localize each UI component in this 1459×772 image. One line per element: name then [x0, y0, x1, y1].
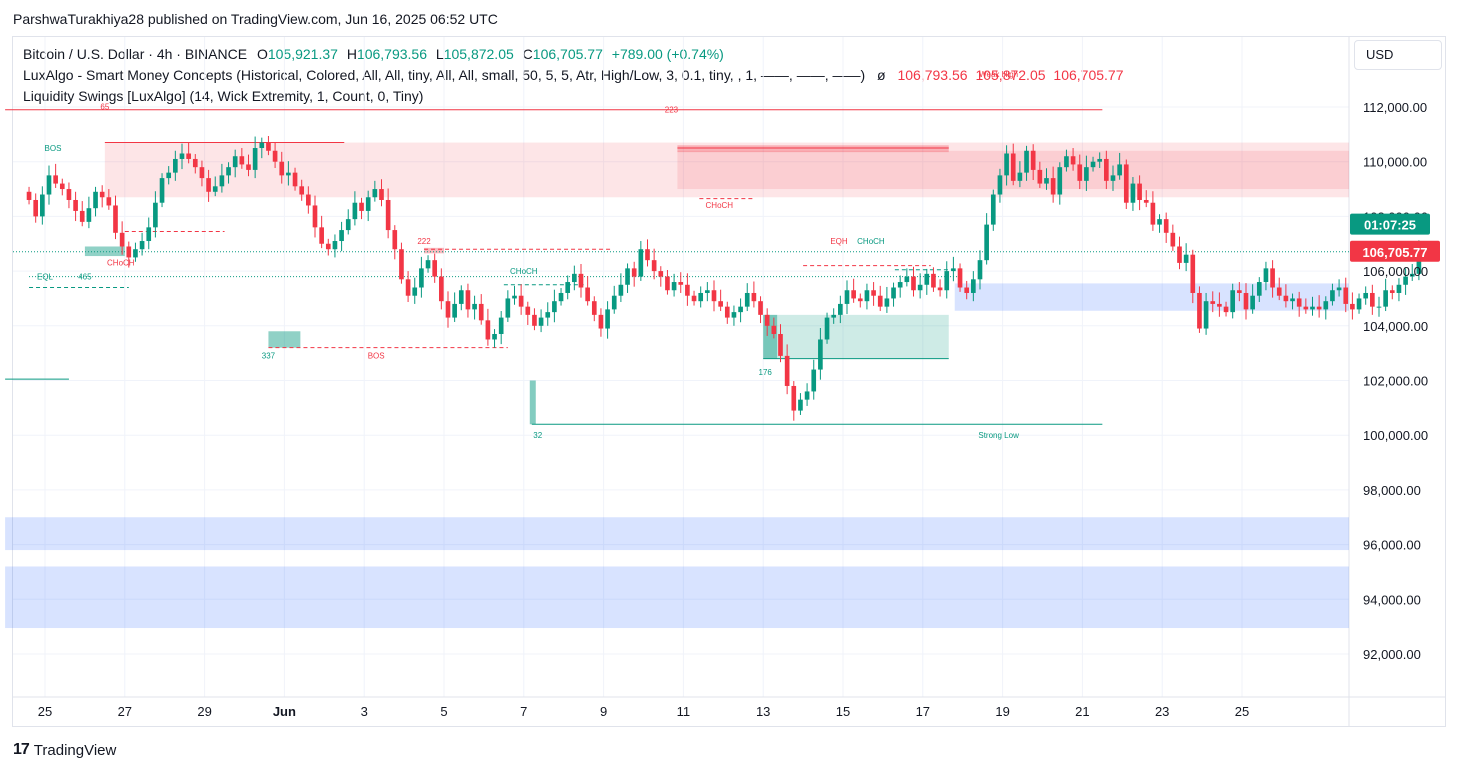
tradingview-footer[interactable]: 17 TradingView — [13, 741, 116, 759]
change-value: +789.00 (+0.74%) — [611, 46, 724, 62]
indicator-smc-value: 106,705.77 — [1053, 67, 1124, 83]
indicator-smc-value: 105,872.05 — [975, 67, 1046, 83]
indicator-smc-title[interactable]: LuxAlgo - Smart Money Concepts (Historic… — [23, 67, 866, 83]
close-value: 106,705.77 — [532, 46, 603, 62]
open-value: 105,921.37 — [267, 46, 338, 62]
low-value: 105,872.05 — [443, 46, 514, 62]
publish-line: ParshwaTurakhiya28 published on TradingV… — [13, 11, 498, 27]
indicator-liquidity-legend[interactable]: Liquidity Swings [LuxAlgo] (14, Wick Ext… — [23, 88, 423, 104]
symbol-legend[interactable]: Bitcoin / U.S. Dollar · 4h · BINANCE O10… — [23, 46, 724, 62]
close-label: C — [522, 46, 533, 62]
symbol-title[interactable]: Bitcoin / U.S. Dollar · 4h · BINANCE — [23, 46, 248, 62]
low-label: L — [435, 46, 444, 62]
high-value: 106,793.56 — [356, 46, 428, 62]
tradingview-logo-icon: 17 — [13, 741, 30, 758]
indicator-smc-value: 106,793.56 — [897, 67, 968, 83]
footer-brand: TradingView — [33, 741, 117, 759]
currency-button[interactable]: USD — [1354, 40, 1442, 70]
open-label: O — [256, 46, 268, 62]
chart-frame — [12, 36, 1446, 727]
indicator-smc-legend[interactable]: LuxAlgo - Smart Money Concepts (Historic… — [23, 67, 1124, 83]
indicator-smc-symbol: ø — [877, 67, 886, 83]
high-label: H — [346, 46, 357, 62]
indicator-liquidity-title[interactable]: Liquidity Swings [LuxAlgo] (14, Wick Ext… — [23, 88, 424, 104]
